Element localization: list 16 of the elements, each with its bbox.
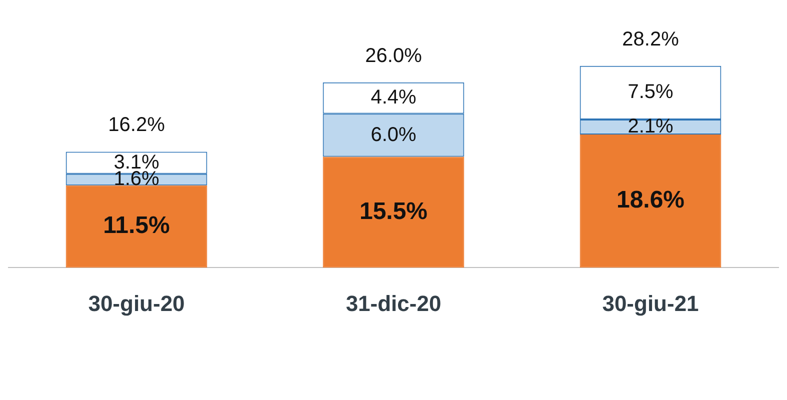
x-tick-label: 30-giu-20 xyxy=(88,290,185,316)
total-label: 26.0% xyxy=(365,44,422,67)
data-label: 2.1% xyxy=(628,116,674,138)
data-label: 4.4% xyxy=(370,86,417,109)
data-label: 7.5% xyxy=(628,81,674,104)
data-label: 6.0% xyxy=(370,124,417,146)
bar xyxy=(66,185,208,268)
data-label: 15.5% xyxy=(359,198,428,225)
data-label: 11.5% xyxy=(103,212,170,240)
bar xyxy=(580,134,722,268)
x-tick-label: 31-dic-20 xyxy=(346,290,442,316)
data-label: 18.6% xyxy=(616,186,685,214)
x-tick-label: 30-giu-21 xyxy=(602,290,699,316)
bar xyxy=(322,156,464,268)
total-label: 16.2% xyxy=(108,114,166,136)
total-label: 28.2% xyxy=(622,28,680,50)
